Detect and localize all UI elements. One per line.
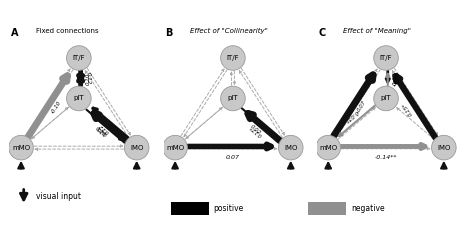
Text: 0.06: 0.06: [94, 126, 107, 138]
Text: 0.02: 0.02: [249, 124, 262, 136]
Text: IT/F: IT/F: [227, 55, 239, 61]
Circle shape: [316, 135, 340, 160]
Text: IMO: IMO: [130, 145, 144, 151]
Text: IT/F: IT/F: [380, 55, 392, 61]
Circle shape: [374, 86, 398, 111]
Text: pIT: pIT: [381, 95, 392, 101]
Bar: [308, 202, 346, 215]
Text: mMO: mMO: [12, 145, 30, 151]
Text: C: C: [318, 28, 325, 38]
Text: Effect of "Meaning": Effect of "Meaning": [343, 28, 410, 34]
Circle shape: [66, 86, 91, 111]
Circle shape: [278, 135, 303, 160]
Text: IMO: IMO: [437, 145, 451, 151]
Text: Effect of "Collinearity": Effect of "Collinearity": [190, 28, 267, 34]
Bar: [171, 202, 209, 215]
Text: 0.03: 0.03: [393, 72, 398, 84]
Text: 0.17*: 0.17*: [248, 124, 263, 137]
Text: mMO: mMO: [166, 145, 184, 151]
Text: 0.07: 0.07: [226, 155, 240, 160]
Text: mMO: mMO: [319, 145, 337, 151]
Text: pIT: pIT: [73, 95, 84, 101]
Text: negative: negative: [351, 204, 384, 213]
Circle shape: [220, 46, 245, 70]
Text: IT/F: IT/F: [73, 55, 85, 61]
Circle shape: [163, 135, 187, 160]
Circle shape: [220, 86, 245, 111]
Text: 0.07: 0.07: [357, 100, 368, 113]
Text: A: A: [11, 28, 18, 38]
Text: 0.10: 0.10: [86, 72, 91, 85]
Text: -0.02: -0.02: [393, 71, 398, 86]
Text: -0.03*: -0.03*: [343, 108, 359, 123]
Circle shape: [374, 46, 398, 70]
Text: IMO: IMO: [284, 145, 298, 151]
Text: 0.12: 0.12: [98, 122, 110, 134]
Circle shape: [66, 46, 91, 70]
Text: Fixed connections: Fixed connections: [36, 28, 98, 34]
Text: positive: positive: [213, 204, 244, 213]
Text: -0.10: -0.10: [51, 100, 63, 115]
Circle shape: [124, 135, 149, 160]
Text: pIT: pIT: [228, 95, 238, 101]
Circle shape: [431, 135, 456, 160]
Text: B: B: [165, 28, 173, 38]
Text: visual input: visual input: [36, 191, 81, 201]
Circle shape: [9, 135, 33, 160]
Text: 0.12: 0.12: [86, 72, 91, 84]
Text: 0.25: 0.25: [95, 125, 108, 136]
Text: 0.15*: 0.15*: [401, 101, 413, 116]
Text: -0.14**: -0.14**: [374, 155, 397, 160]
